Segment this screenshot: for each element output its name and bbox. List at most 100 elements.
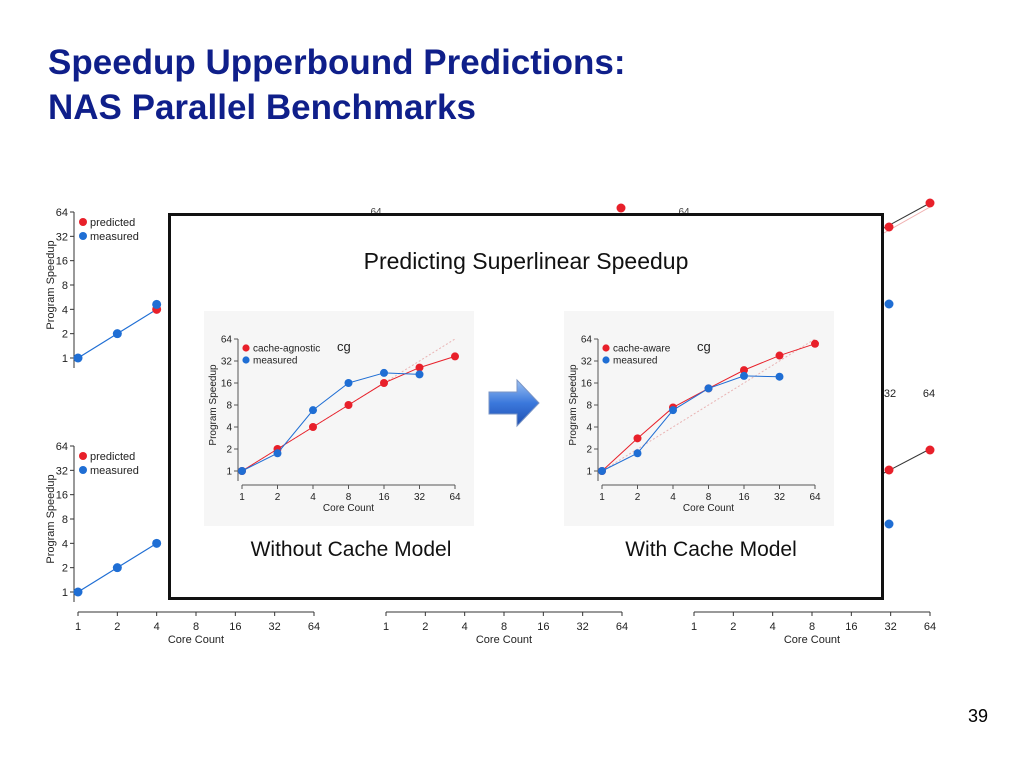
bg-x-tick-label: 64 [923,388,935,400]
y-tick-label: 64 [221,335,233,346]
bg-x-tick-label: 32 [884,388,896,400]
data-point [669,406,677,415]
bg-data-point [152,299,162,309]
legend-label: cache-aware [613,344,671,355]
x-axis-label: Core Count [683,503,734,514]
bg-x-tick-label: 64 [308,621,320,633]
x-tick-label: 16 [738,492,750,503]
bg-x-tick-label: 16 [845,621,857,633]
data-point [238,467,246,475]
bg-y-tick-label: 64 [56,207,68,219]
legend-label: cache-agnostic [253,344,320,355]
y-tick-label: 4 [586,423,592,434]
bg-data-point [925,198,935,208]
bg-data-point [925,445,935,455]
bg-x-tick-label: 1 [383,621,389,633]
bg-y-tick-label: 2 [62,563,68,575]
series-line [241,372,420,472]
bg-y-tick-label: 1 [62,353,68,365]
x-tick-label: 32 [774,492,786,503]
bg-y-tick-label: 8 [62,514,68,526]
y-axis-label: Program Speedup [568,364,579,446]
data-point [415,363,424,372]
benchmark-name: cg [337,339,351,354]
bg-legend-marker [79,232,87,240]
data-point [451,352,459,361]
right-arrow-icon [488,378,540,428]
y-tick-label: 8 [226,401,232,412]
bg-x-tick-label: 2 [422,621,428,633]
slide-title-line-1: Speedup Upperbound Predictions: [48,43,626,82]
y-tick-label: 1 [586,467,592,478]
data-point [775,372,784,381]
bg-x-tick-label: 16 [229,621,241,633]
bg-x-tick-label: 8 [501,621,507,633]
slide-title-line-2: NAS Parallel Benchmarks [48,88,476,127]
bg-x-tick-label: 32 [885,621,897,633]
series-line [601,375,780,472]
bg-data-point [884,299,894,309]
chart-with-cache-model: 1 2 4 8 16 32 64 1 2 4 8 16 32 64 Core Count Program Sp… [564,311,834,526]
bg-x-tick-label: 8 [193,621,199,633]
bg-data-point [884,519,894,529]
slide-title: Speedup Upperbound Predictions: NAS Para… [48,40,626,130]
bg-x-tick-label: 32 [577,621,589,633]
bg-data-point [884,465,894,475]
data-point [633,434,642,443]
legend-marker [602,356,610,364]
y-tick-label: 8 [586,401,592,412]
caption-without-cache-model: Without Cache Model [250,538,452,561]
bg-y-tick-label: 64 [56,441,68,453]
bg-x-tick-label: 1 [691,621,697,633]
caption-with-cache-model: With Cache Model [625,538,797,561]
bg-x-tick-label: 4 [770,621,776,633]
ideal-speedup-line [601,338,816,472]
data-point [775,351,784,360]
x-tick-label: 64 [809,492,821,503]
legend-marker [242,344,250,352]
data-point [415,370,424,379]
data-point [380,379,388,387]
data-point [598,467,606,475]
legend-marker [242,356,250,364]
x-tick-label: 16 [378,492,390,503]
bg-legend-label: measured [90,465,139,477]
bg-x-tick-label: 8 [809,621,815,633]
x-tick-label: 4 [310,492,316,503]
bg-y-tick-label: 2 [62,329,68,341]
y-tick-label: 16 [221,379,233,390]
bg-x-axis-label: Core Count [784,634,840,646]
y-tick-label: 2 [226,445,232,456]
data-point [811,339,819,348]
y-tick-label: 16 [581,379,593,390]
bg-y-axis-label: Program Speedup [45,474,57,563]
data-point [704,384,713,393]
data-point [740,371,748,380]
bg-x-tick-label: 64 [924,621,936,633]
bg-y-tick-label: 32 [56,231,68,243]
page-number: 39 [967,706,988,726]
x-tick-label: 2 [275,492,281,503]
bg-x-tick-label: 1 [75,621,81,633]
bg-x-tick-label: 32 [269,621,281,633]
legend-label: measured [253,356,297,367]
data-point [309,406,317,415]
y-tick-label: 64 [581,335,593,346]
bg-x-tick-label: 4 [462,621,468,633]
bg-data-point [73,587,83,597]
bg-legend-marker [79,218,87,226]
x-axis-label: Core Count [323,503,374,514]
bg-legend-label: predicted [90,217,135,229]
overlay-title: Predicting Superlinear Speedup [363,248,689,274]
x-tick-label: 2 [635,492,641,503]
bg-data-point [73,353,83,363]
bg-y-tick-label: 4 [62,304,68,316]
bg-x-tick-label: 16 [537,621,549,633]
x-tick-label: 32 [414,492,426,503]
x-tick-label: 1 [599,492,605,503]
bg-legend-marker [79,466,87,474]
bg-y-tick-label: 16 [56,490,68,502]
bg-x-tick-label: 2 [730,621,736,633]
x-tick-label: 8 [346,492,352,503]
y-tick-label: 32 [221,357,233,368]
